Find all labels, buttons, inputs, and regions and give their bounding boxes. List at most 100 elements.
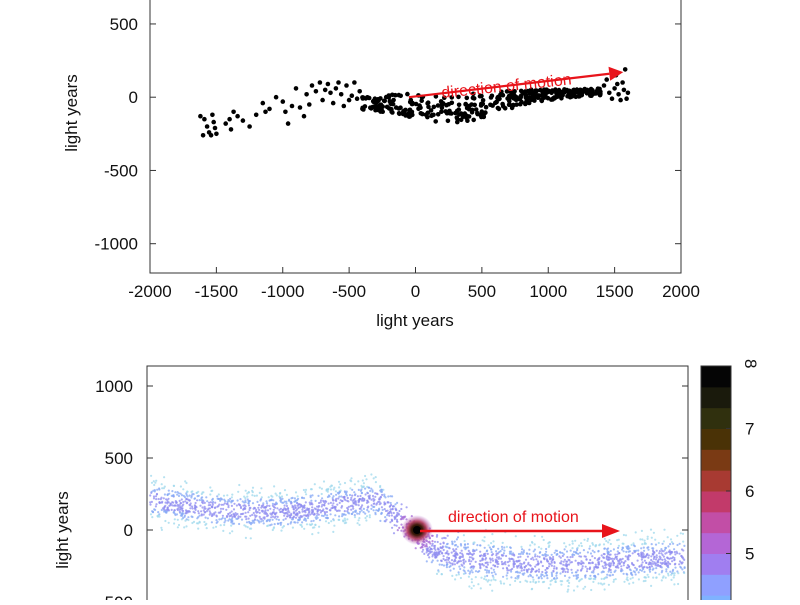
density-particle <box>319 501 322 504</box>
density-particle <box>351 504 354 507</box>
density-particle <box>209 486 212 489</box>
density-particle <box>583 538 586 541</box>
scatter-point <box>535 93 541 98</box>
density-particle <box>478 562 481 566</box>
colorbar-band <box>701 386 731 409</box>
density-particle <box>660 552 663 555</box>
density-particle <box>563 548 566 551</box>
density-particle <box>513 554 516 557</box>
density-particle <box>262 502 265 505</box>
density-particle <box>218 503 221 506</box>
density-particle <box>461 554 464 557</box>
density-particle <box>661 569 664 573</box>
colorbar-band <box>701 366 731 388</box>
density-particle <box>562 560 565 563</box>
density-particle <box>305 509 308 512</box>
density-particle <box>285 500 288 503</box>
density-particle <box>447 556 451 560</box>
density-particle <box>222 529 225 533</box>
density-particle <box>660 579 663 582</box>
density-particle <box>459 560 462 563</box>
density-particle <box>580 577 583 581</box>
density-particle <box>660 548 663 551</box>
density-particle <box>361 499 364 502</box>
density-particle <box>313 526 316 529</box>
density-particle <box>499 580 502 583</box>
density-particle <box>490 542 493 545</box>
density-particle <box>521 548 524 551</box>
density-particle <box>568 581 571 585</box>
density-particle <box>197 494 200 497</box>
density-particle <box>681 568 684 571</box>
density-particle <box>312 519 315 522</box>
density-particle <box>368 516 371 519</box>
scatter-point <box>289 103 295 109</box>
density-particle <box>537 570 541 573</box>
density-particle <box>505 577 509 580</box>
density-particle <box>219 510 222 513</box>
density-particle <box>231 530 234 533</box>
scatter-point <box>377 103 383 108</box>
density-particle <box>442 555 445 558</box>
density-particle <box>156 515 160 518</box>
density-particle <box>155 493 158 496</box>
density-particle <box>455 538 458 541</box>
density-particle <box>553 577 556 580</box>
density-particle <box>489 583 492 586</box>
density-particle <box>487 571 491 574</box>
density-particle <box>612 548 616 551</box>
density-particle <box>227 512 230 515</box>
density-particle <box>483 546 486 549</box>
density-particle <box>642 580 645 583</box>
density-particle <box>607 583 611 586</box>
density-particle <box>265 502 269 505</box>
density-particle <box>309 488 313 491</box>
density-particle <box>198 499 201 502</box>
density-particle <box>257 506 260 509</box>
density-particle <box>529 580 532 584</box>
density-particle <box>646 573 649 576</box>
density-particle <box>433 540 437 543</box>
density-particle <box>597 582 600 585</box>
scatter-point <box>489 93 495 99</box>
density-particle <box>487 544 490 547</box>
density-particle <box>556 552 559 556</box>
density-particle <box>655 576 658 579</box>
density-particle <box>539 560 543 563</box>
density-particle <box>571 547 574 550</box>
scatter-point <box>539 97 544 103</box>
density-particle <box>558 551 562 554</box>
density-particle <box>621 557 624 560</box>
density-particle <box>281 510 284 513</box>
scatter-point <box>320 97 325 103</box>
density-particle <box>616 550 619 553</box>
density-particle <box>550 571 553 574</box>
density-particle <box>154 505 157 508</box>
scatter-point <box>483 104 489 110</box>
density-particle <box>327 502 330 505</box>
density-particle <box>218 518 221 521</box>
density-particle <box>189 502 192 505</box>
density-particle <box>453 549 456 552</box>
density-particle <box>177 523 181 527</box>
density-particle <box>648 566 651 569</box>
density-particle <box>433 551 436 554</box>
density-particle <box>352 511 355 514</box>
density-particle <box>167 521 170 524</box>
density-particle <box>307 514 310 518</box>
density-particle <box>507 569 511 572</box>
density-particle <box>304 518 307 521</box>
density-particle <box>436 540 439 544</box>
density-particle <box>645 566 648 569</box>
density-particle <box>184 509 188 512</box>
density-particle <box>245 518 248 521</box>
density-particle <box>176 508 179 511</box>
density-particle <box>500 553 503 557</box>
colorbar-band <box>701 428 731 450</box>
density-particle <box>347 505 350 508</box>
density-particle <box>425 551 428 554</box>
density-particle <box>673 551 676 554</box>
density-particle <box>306 516 310 520</box>
density-particle <box>234 511 237 515</box>
scatter-x-axis-label: light years <box>376 311 453 330</box>
